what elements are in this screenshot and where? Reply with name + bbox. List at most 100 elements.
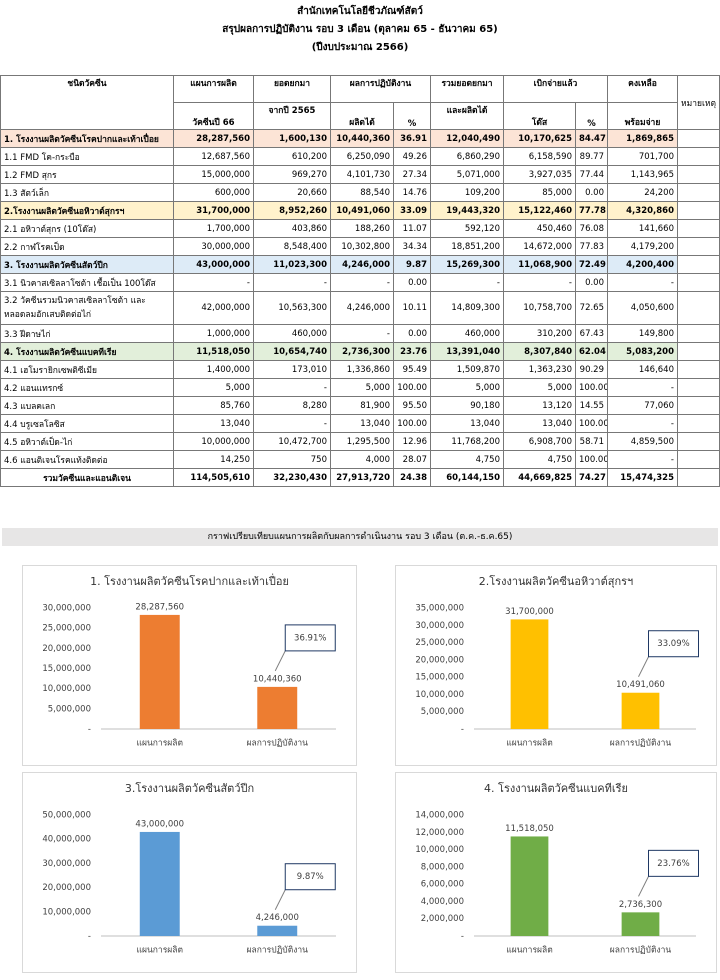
y-tick-label: 25,000,000 xyxy=(42,624,91,634)
table-cell: 5,000 xyxy=(430,378,504,397)
table-row: 2.2 กาฬโรคเป็ด 30,000,000 8,548,400 10,302,… xyxy=(0,237,720,256)
callout-leader xyxy=(274,889,286,910)
table-cell: 3.1 นิวคาสเซิลลาโซต้า เชื้อเป็น 100โด๊ส xyxy=(0,273,174,292)
table-row: 4.2 แอนแทรกซ์ 5,000-5,000 100.00 5,000 5,000… xyxy=(0,378,720,397)
table-row: 4.1 เฮโมรายิกเซพติซีเมีย 1,400,000 173,010… xyxy=(0,360,720,379)
value-label: 2,736,300 xyxy=(619,900,662,910)
col-header: แผนการผลิต xyxy=(173,75,254,103)
col-header: ชนิดวัคซีน xyxy=(0,75,174,130)
y-tick-label: 14,000,000 xyxy=(415,811,464,821)
chart: 3.โรงงานผลิตวัคซีนสัตว์ปีก - 10,000,000 20,… xyxy=(42,781,336,956)
callout-leader xyxy=(638,876,649,897)
col-header: วัคซีนปี 66 xyxy=(173,102,254,130)
table-cell: 89.77 xyxy=(575,147,608,166)
table-cell: 100.00 xyxy=(575,450,608,469)
chart-panel: 3.โรงงานผลิตวัคซีนสัตว์ปีก - 10,000,000 20,… xyxy=(22,772,357,973)
table-cell: 31,700,000 xyxy=(173,201,254,220)
remarks-cell xyxy=(677,201,720,220)
table-cell: 13,040 xyxy=(173,414,254,433)
table-cell: 4.1 เฮโมรายิกเซพติซีเมีย xyxy=(0,360,174,379)
table-cell: 43,000,000 xyxy=(173,255,254,274)
table-cell: 58.71 xyxy=(575,432,608,451)
table-cell: - xyxy=(173,273,254,292)
table-cell: 114,505,610 xyxy=(173,468,254,487)
y-tick-label: 8,000,000 xyxy=(421,862,464,872)
table-row: 4. โรงงานผลิตวัคซีนแบคทีเรีย 11,518,050 10… xyxy=(0,342,720,361)
table-cell: รวมวัคซีนและแอนติเจน xyxy=(0,468,174,487)
table-cell: 1,400,000 xyxy=(173,360,254,379)
table-cell: 28,287,560 xyxy=(173,129,254,148)
col-header: และผลิตได้ xyxy=(430,102,504,130)
table-row: 1.1 FMD โค-กระบือ 12,687,560 610,200 6,250,… xyxy=(0,147,720,166)
section-title: กราฟเปรียบเทียบแผนการผลิตกับผลการดำเนินง… xyxy=(2,528,718,546)
table-cell: 4,246,000 xyxy=(330,255,394,274)
table-cell: 13,120 xyxy=(503,396,576,415)
callout-box xyxy=(284,624,336,652)
value-label: 10,440,360 xyxy=(253,674,302,684)
table-cell: 4,050,600 xyxy=(607,291,678,325)
table-cell: 90,180 xyxy=(430,396,504,415)
remarks-cell xyxy=(677,432,720,451)
y-tick-label: 5,000,000 xyxy=(421,707,464,717)
table-cell: 10,000,000 xyxy=(173,432,254,451)
x-tick-label: ผลการปฏิบัติงาน xyxy=(247,946,309,956)
table-cell: 12.96 xyxy=(393,432,431,451)
col-header: คงเหลือ xyxy=(607,75,678,103)
table-cell: 146,640 xyxy=(607,360,678,379)
table-cell: 74.27 xyxy=(575,468,608,487)
table-cell: 24,200 xyxy=(607,183,678,202)
value-label: 28,287,560 xyxy=(135,602,184,612)
table-cell: 8,952,260 xyxy=(253,201,331,220)
remarks-cell xyxy=(677,396,720,415)
col-header: โด๊ส xyxy=(503,102,576,130)
y-tick-label: 25,000,000 xyxy=(415,638,464,648)
bar xyxy=(139,831,180,936)
value-label: 11,518,050 xyxy=(505,824,554,834)
callout-label: 36.91% xyxy=(294,633,326,643)
table-cell: 67.43 xyxy=(575,324,608,343)
y-tick-label: 12,000,000 xyxy=(415,828,464,838)
table-cell: 36.91 xyxy=(393,129,431,148)
header-line: (ปีงบประมาณ 2566) xyxy=(311,42,409,53)
table-row: 2.1 อหิวาต์สุกร (10โด๊ส) 1,700,000 403,860… xyxy=(0,219,720,238)
table-cell: 6,908,700 xyxy=(503,432,576,451)
table-cell: 49.26 xyxy=(393,147,431,166)
table-cell: 14.55 xyxy=(575,396,608,415)
table-cell: 88,540 xyxy=(330,183,394,202)
bar xyxy=(621,692,660,729)
table-cell: 10.11 xyxy=(393,291,431,325)
table-cell: 42,000,000 xyxy=(173,291,254,325)
table-cell: 77.78 xyxy=(575,201,608,220)
table-cell: 0.00 xyxy=(393,273,431,292)
chart-title: 3.โรงงานผลิตวัคซีนสัตว์ปีก xyxy=(125,781,254,795)
x-tick-label: แผนการผลิต xyxy=(506,739,552,749)
table-cell: 4,101,730 xyxy=(330,165,394,184)
col-header: จากปี 2565 xyxy=(253,102,331,130)
callout-leader xyxy=(274,650,286,672)
table-cell: 4,200,400 xyxy=(607,255,678,274)
table-cell: 4.6 แอนติเจนโรคแท้งติดต่อ xyxy=(0,450,174,469)
table-cell: 27,913,720 xyxy=(330,468,394,487)
y-tick-label: 2,000,000 xyxy=(421,914,464,924)
x-tick-label: ผลการปฏิบัติงาน xyxy=(610,946,672,956)
table-cell: 95.49 xyxy=(393,360,431,379)
table-cell: - xyxy=(607,273,678,292)
table-cell: 12,687,560 xyxy=(173,147,254,166)
table-cell: 1,869,865 xyxy=(607,129,678,148)
table-cell: 8,307,840 xyxy=(503,342,576,361)
table-cell: 3.2 วัคซีนรวมนิวคาสเซิลลาโซต้า และหลอดลม… xyxy=(0,291,174,325)
y-tick-label: 10,000,000 xyxy=(415,845,464,855)
table-cell: 72.65 xyxy=(575,291,608,325)
bar xyxy=(139,614,180,729)
table-cell: 1,509,870 xyxy=(430,360,504,379)
table-cell: 62.04 xyxy=(575,342,608,361)
chart: 2.โรงงานผลิตวัคซีนอหิวาต์สุกรฯ - 5,000,000… xyxy=(415,574,699,749)
remarks-cell xyxy=(677,219,720,238)
value-label: 4,246,000 xyxy=(256,913,299,923)
y-tick-label: 5,000,000 xyxy=(48,704,91,714)
table-row: 3.3 ฝีดาษไก่ 1,000,000 460,000-0.00 460,000… xyxy=(0,324,720,343)
table-cell: 100.00 xyxy=(393,414,431,433)
table-cell: 14,809,300 xyxy=(430,291,504,325)
table-cell: 4.5 อหิวาต์เป็ด-ไก่ xyxy=(0,432,174,451)
bar xyxy=(257,925,298,936)
